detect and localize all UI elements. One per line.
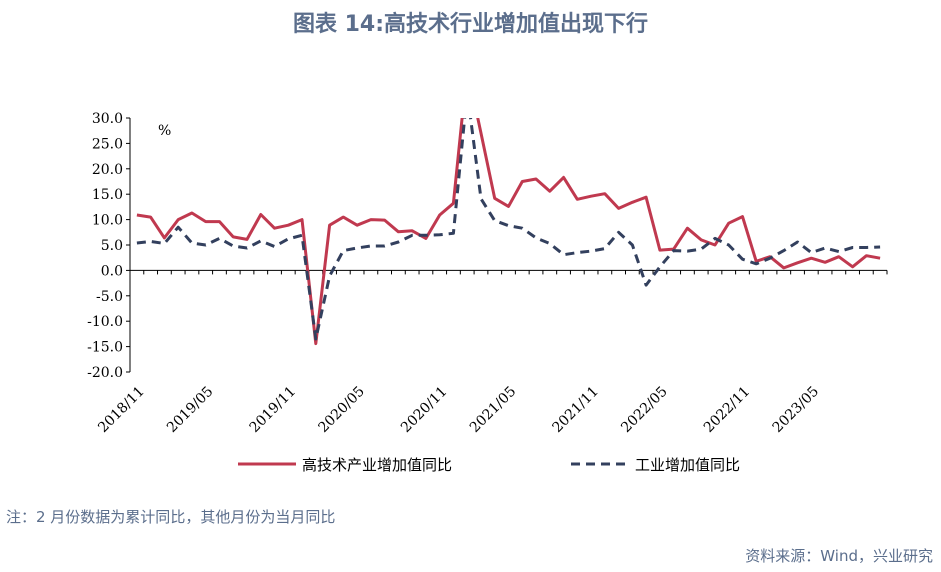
chart-title: 图表 14:高技术行业增加值出现下行 — [292, 12, 649, 37]
y-tick-label: -10.0 — [87, 314, 123, 330]
source-note: 资料来源：Wind，兴业研究 — [745, 547, 933, 565]
y-tick-label: 10.0 — [92, 213, 123, 229]
x-tick-label: 2019/05 — [164, 384, 216, 436]
legend-label: 工业增加值同比 — [635, 456, 740, 474]
x-tick-label: 2018/11 — [95, 384, 147, 436]
line-chart: 30.0 25.0 20.0 15.0 10.0 5.0 0.0 -5.0 -10.0 -15.0… — [87, 111, 888, 474]
x-tick-label: 2021/05 — [467, 384, 519, 436]
x-tick-label: 2022/11 — [701, 384, 753, 436]
unit-label: % — [158, 123, 171, 139]
x-tick-label: 2020/11 — [398, 384, 450, 436]
plot-area — [136, 118, 881, 346]
y-tick-label: 5.0 — [101, 238, 123, 254]
legend-label: 高技术产业增加值同比 — [302, 456, 452, 474]
y-tick-label: -15.0 — [87, 340, 123, 356]
y-tick-label: 25.0 — [92, 136, 123, 152]
series-line-industrial — [136, 118, 881, 341]
y-tick-label: -5.0 — [96, 289, 123, 305]
x-tick-label: 2019/11 — [247, 384, 299, 436]
y-tick-label: 30.0 — [92, 111, 123, 127]
y-tick-label: 20.0 — [92, 162, 123, 178]
x-tick-label: 2021/11 — [549, 384, 601, 436]
x-tick-label: 2020/05 — [315, 384, 367, 436]
y-tick-label: 0.0 — [101, 263, 123, 279]
x-tick-label: 2022/05 — [618, 384, 670, 436]
x-tick-label: 2023/05 — [770, 384, 822, 436]
y-tick-label: -20.0 — [87, 365, 123, 381]
series-line-high-tech — [136, 118, 881, 346]
y-tick-label: 15.0 — [92, 187, 123, 203]
footnote: 注：2 月份数据为累计同比，其他月份为当月同比 — [6, 508, 336, 526]
